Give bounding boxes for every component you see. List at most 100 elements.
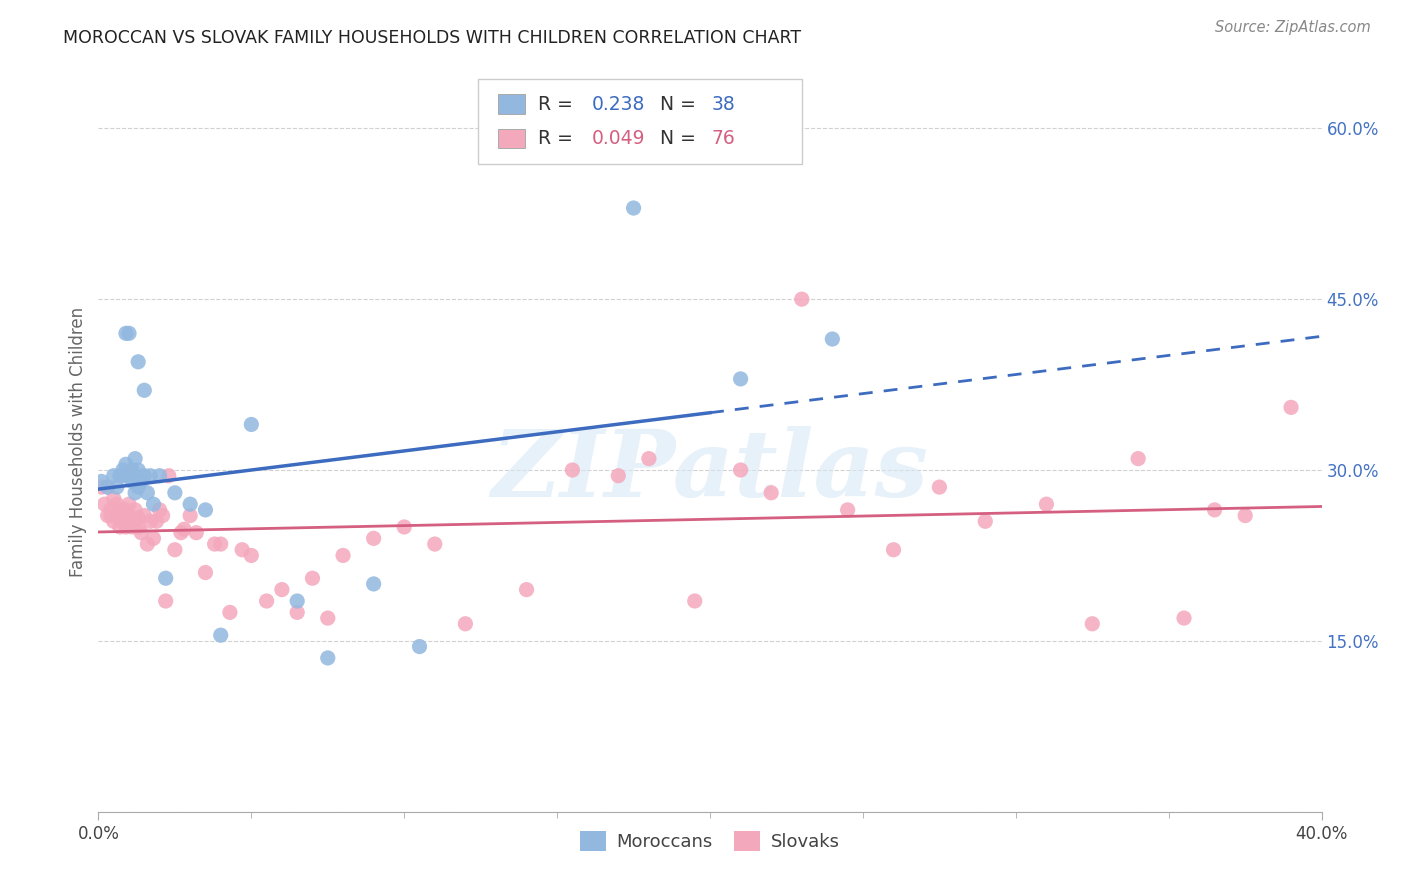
Point xyxy=(157,468,180,483)
Point xyxy=(270,582,292,597)
Point xyxy=(179,497,201,511)
Point xyxy=(285,606,308,620)
Point xyxy=(231,542,253,557)
Text: MOROCCAN VS SLOVAK FAMILY HOUSEHOLDS WITH CHILDREN CORRELATION CHART: MOROCCAN VS SLOVAK FAMILY HOUSEHOLDS WIT… xyxy=(63,29,801,46)
Point xyxy=(115,458,138,472)
Point xyxy=(111,463,134,477)
Point xyxy=(136,537,159,551)
Text: N =: N = xyxy=(659,129,702,148)
Point xyxy=(121,463,143,477)
Point xyxy=(105,503,128,517)
Point xyxy=(149,468,172,483)
Point xyxy=(163,542,186,557)
Point xyxy=(97,480,120,494)
Point xyxy=(423,537,446,551)
Point xyxy=(186,525,208,540)
Point xyxy=(121,514,143,528)
Point xyxy=(730,463,752,477)
Point xyxy=(139,468,162,483)
Point xyxy=(363,532,385,546)
Point xyxy=(124,485,146,500)
Point xyxy=(103,514,125,528)
Point xyxy=(127,520,149,534)
Point xyxy=(974,514,997,528)
Point xyxy=(100,503,122,517)
Point xyxy=(111,503,134,517)
Point xyxy=(637,451,661,466)
Point xyxy=(928,480,950,494)
Point xyxy=(301,571,323,585)
Point xyxy=(115,503,138,517)
Point xyxy=(219,606,242,620)
Point xyxy=(256,594,278,608)
Point xyxy=(240,549,263,563)
Point xyxy=(108,520,131,534)
Point xyxy=(111,514,134,528)
Text: ZIPatlas: ZIPatlas xyxy=(492,426,928,516)
Point xyxy=(97,508,120,523)
Point xyxy=(103,491,125,506)
Point xyxy=(118,514,141,528)
Point xyxy=(408,640,430,654)
Point xyxy=(152,508,174,523)
Point xyxy=(730,372,752,386)
Point xyxy=(127,463,149,477)
Point xyxy=(115,326,138,341)
Point xyxy=(105,480,128,494)
Point xyxy=(100,508,122,523)
Point xyxy=(124,451,146,466)
Point xyxy=(115,520,138,534)
Point xyxy=(124,514,146,528)
Point xyxy=(392,520,416,534)
Point xyxy=(142,497,165,511)
Text: 38: 38 xyxy=(711,95,735,114)
Point xyxy=(149,503,172,517)
Point xyxy=(90,475,112,489)
Point xyxy=(316,651,339,665)
Point xyxy=(105,508,128,523)
Point xyxy=(134,384,156,398)
Point xyxy=(1173,611,1195,625)
Point xyxy=(90,480,112,494)
Point xyxy=(883,542,905,557)
Point xyxy=(332,549,354,563)
FancyBboxPatch shape xyxy=(498,128,526,148)
Point xyxy=(111,468,134,483)
Point xyxy=(163,485,186,500)
Point xyxy=(240,417,263,432)
Point xyxy=(124,503,146,517)
Text: N =: N = xyxy=(659,95,702,114)
Point xyxy=(129,475,152,489)
Point xyxy=(127,355,149,369)
Legend: Moroccans, Slovaks: Moroccans, Slovaks xyxy=(574,824,846,858)
Point xyxy=(145,514,167,528)
Point xyxy=(127,480,149,494)
Point xyxy=(121,520,143,534)
Point xyxy=(136,485,159,500)
Point xyxy=(454,616,477,631)
Text: R =: R = xyxy=(537,95,578,114)
Point xyxy=(142,532,165,546)
Point xyxy=(363,577,385,591)
Point xyxy=(194,503,217,517)
Point xyxy=(607,468,630,483)
Point xyxy=(1128,451,1150,466)
Point xyxy=(134,508,156,523)
Text: 76: 76 xyxy=(711,129,735,148)
Point xyxy=(316,611,339,625)
Point xyxy=(1035,497,1057,511)
Point xyxy=(683,594,706,608)
Point xyxy=(121,475,143,489)
Point xyxy=(105,497,128,511)
Point xyxy=(108,508,131,523)
Point xyxy=(561,463,583,477)
Point xyxy=(209,537,232,551)
Point xyxy=(129,525,152,540)
Text: 0.238: 0.238 xyxy=(592,95,645,114)
Point xyxy=(155,571,177,585)
Point xyxy=(118,508,141,523)
Point xyxy=(285,594,308,608)
Point xyxy=(837,503,859,517)
Text: R =: R = xyxy=(537,129,578,148)
Point xyxy=(179,508,201,523)
